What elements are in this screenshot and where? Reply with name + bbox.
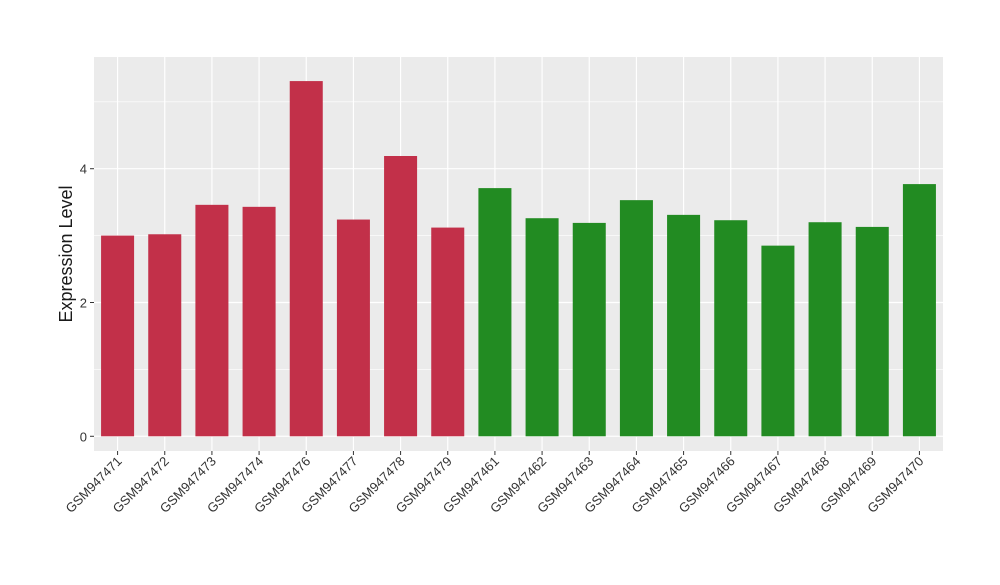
bar-GSM947471 bbox=[101, 235, 135, 437]
y-tick-label: 4 bbox=[80, 162, 87, 177]
bar-GSM947464 bbox=[619, 200, 653, 437]
bar-GSM947468 bbox=[808, 222, 842, 437]
y-axis-label: Expression Level bbox=[56, 185, 76, 322]
bar-GSM947472 bbox=[148, 234, 182, 437]
bar-GSM947463 bbox=[572, 222, 606, 437]
bar-GSM947466 bbox=[714, 220, 748, 437]
bar-GSM947479 bbox=[431, 227, 465, 437]
bar-GSM947461 bbox=[478, 188, 512, 437]
bar-GSM947476 bbox=[289, 81, 323, 437]
y-axis: 0 2 4 bbox=[80, 162, 94, 444]
y-tick-label: 2 bbox=[80, 295, 87, 310]
bars bbox=[101, 81, 936, 437]
bar-GSM947469 bbox=[855, 226, 889, 437]
bar-GSM947474 bbox=[242, 206, 276, 437]
bar-GSM947470 bbox=[902, 184, 936, 437]
bar-GSM947477 bbox=[336, 219, 370, 437]
bar-GSM947478 bbox=[384, 156, 418, 437]
bar-GSM947465 bbox=[667, 214, 701, 437]
x-axis: GSM947471GSM947472GSM947473GSM947474GSM9… bbox=[62, 451, 927, 516]
plot-panel bbox=[94, 57, 943, 451]
y-tick-label: 0 bbox=[80, 429, 87, 444]
bar-GSM947467 bbox=[761, 245, 795, 437]
bar-GSM947473 bbox=[195, 204, 229, 437]
bar-GSM947462 bbox=[525, 218, 559, 437]
